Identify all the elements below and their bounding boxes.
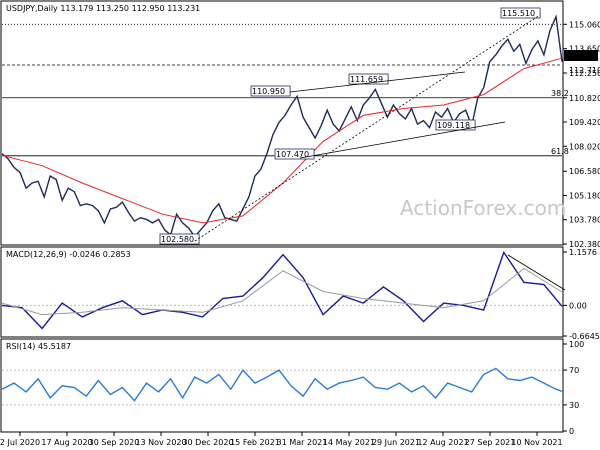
- other-price-label: 112.710: [569, 66, 600, 75]
- x-tick-label: 14 May 2021: [323, 438, 375, 447]
- series-line-signal: [1, 267, 563, 316]
- annotation-label: 111.659: [350, 75, 383, 84]
- annotation-box: [250, 85, 291, 97]
- y-tick-label: 70: [569, 366, 579, 375]
- x-tick-label: 31 Mar 2021: [277, 438, 328, 447]
- y-tick-label: 1.1576: [569, 248, 597, 257]
- y-tick-label: 115.060: [569, 20, 600, 29]
- annotation-label: 109.118: [437, 121, 470, 130]
- x-tick-label: 30 Sep 2020: [89, 438, 140, 447]
- y-tick-label: 102.380: [569, 240, 600, 249]
- y-tick-label: 105.180: [569, 191, 600, 200]
- trend-line: [194, 14, 541, 242]
- y-tick-label: 112.250: [569, 69, 600, 78]
- y-tick-label: 103.780: [569, 216, 600, 225]
- trend-line: [507, 254, 566, 291]
- trend-line: [289, 71, 466, 93]
- annotation-box: [435, 119, 476, 131]
- annotation-box: [274, 148, 315, 160]
- trend-line: [299, 121, 506, 159]
- annotation-label: 102.580: [161, 235, 194, 244]
- watermark: ActionForex.com: [400, 196, 566, 220]
- annotation-label: 107.470: [276, 150, 309, 159]
- annotation-box: [500, 7, 541, 19]
- x-tick-label: 29 Jun 2021: [372, 438, 420, 447]
- y-tick-label: 0.00: [569, 301, 587, 310]
- y-tick-label: 100: [569, 340, 584, 349]
- level-label: 38.2: [551, 89, 569, 98]
- annotation-box: [159, 233, 200, 245]
- annotation-box: [348, 73, 389, 85]
- current-price-label: 113.231: [566, 52, 599, 61]
- x-tick-label: 17 Aug 2020: [41, 438, 92, 447]
- y-tick-label: -0.6645: [569, 332, 600, 341]
- y-tick-label: 0: [569, 427, 574, 436]
- price-header: USDJPY,Daily 113.179 113.250 112.950 113…: [6, 4, 200, 13]
- macd-header: MACD(12,26,9) -0.0246 0.2853: [6, 250, 131, 259]
- y-tick-label: 109.420: [569, 118, 600, 127]
- y-tick-label: 110.820: [569, 94, 600, 103]
- x-tick-label: 30 Dec 2020: [182, 438, 233, 447]
- x-tick-label: 10 Nov 2021: [511, 438, 562, 447]
- series-line-rsi: [1, 367, 563, 402]
- x-tick-label: 27 Sep 2021: [465, 438, 516, 447]
- annotation-label: 115.510: [502, 9, 535, 18]
- series-line-price: [1, 14, 563, 238]
- current-price-box: [564, 49, 598, 61]
- rsi-panel: [0, 338, 564, 433]
- level-label: 61.8: [551, 147, 569, 156]
- x-tick-label: 15 Feb 2021: [230, 438, 280, 447]
- x-tick-label: 2 Jul 2020: [0, 438, 40, 447]
- y-tick-label: 30: [569, 401, 579, 410]
- y-tick-label: 108.020: [569, 142, 600, 151]
- x-tick-label: 13 Nov 2020: [135, 438, 186, 447]
- y-tick-label: 113.650: [569, 45, 600, 54]
- rsi-header: RSI(14) 45.5187: [6, 342, 71, 351]
- annotation-label: 110.950: [252, 87, 285, 96]
- macd-panel: [0, 246, 564, 338]
- y-tick-label: 106.580: [569, 167, 600, 176]
- x-tick-label: 12 Aug 2021: [417, 438, 468, 447]
